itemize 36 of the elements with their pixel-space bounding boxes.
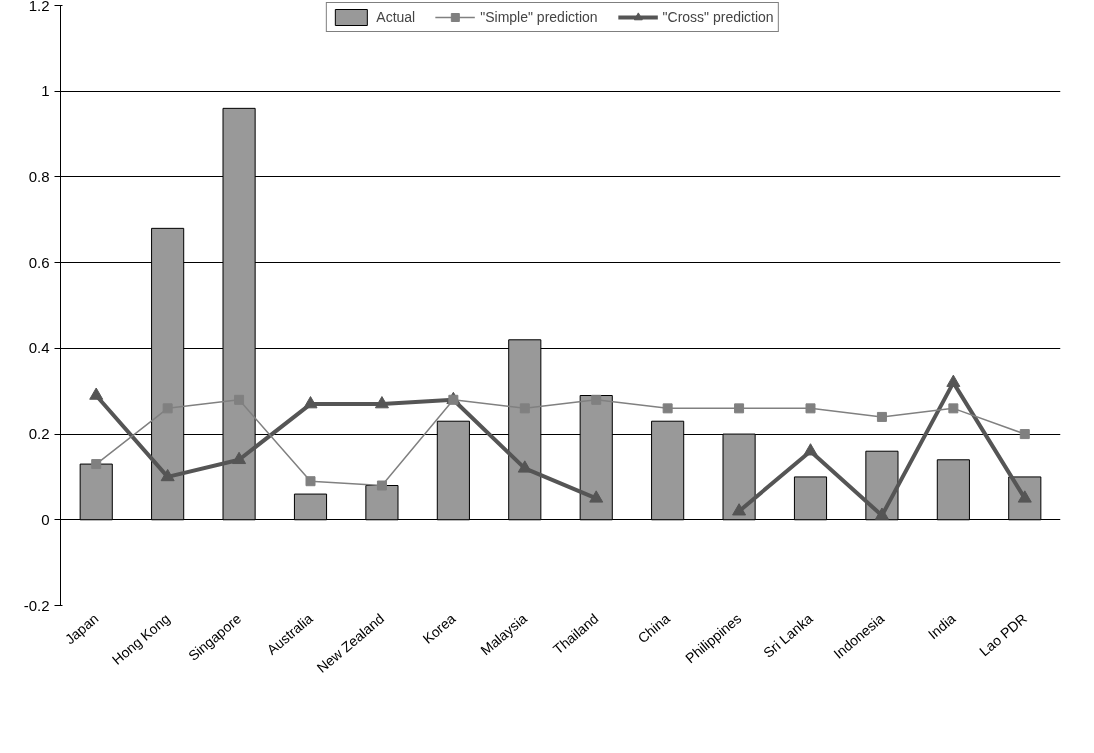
x-tick-label: India bbox=[924, 610, 959, 643]
y-tick-label: 0.4 bbox=[28, 339, 50, 357]
point bbox=[734, 403, 745, 414]
point bbox=[519, 403, 530, 414]
legend-label: Actual bbox=[376, 8, 416, 25]
point bbox=[803, 443, 818, 456]
y-tick-label: 0.6 bbox=[28, 253, 50, 271]
point bbox=[232, 451, 247, 465]
point bbox=[162, 403, 173, 414]
point bbox=[589, 490, 604, 503]
y-tick-label: 0 bbox=[41, 510, 50, 528]
point bbox=[234, 394, 245, 405]
point bbox=[946, 374, 961, 387]
legend-label: "Cross" prediction bbox=[662, 8, 774, 25]
y-tick-label: 1 bbox=[41, 82, 50, 100]
point bbox=[591, 394, 602, 405]
y-tick-label: 0.8 bbox=[28, 167, 50, 185]
point bbox=[732, 503, 747, 516]
point bbox=[517, 460, 532, 473]
point bbox=[89, 387, 104, 400]
point bbox=[948, 403, 959, 414]
point bbox=[376, 480, 387, 491]
y-tick-label: 0.2 bbox=[28, 425, 50, 443]
point bbox=[305, 476, 316, 487]
point bbox=[374, 396, 389, 409]
legend-label: "Simple" prediction bbox=[480, 8, 598, 25]
point bbox=[874, 507, 889, 520]
point bbox=[303, 396, 318, 409]
point bbox=[662, 403, 673, 414]
point bbox=[91, 459, 102, 470]
y-tick-label: 1.2 bbox=[28, 0, 50, 14]
point bbox=[876, 411, 887, 422]
y-tick-label: -0.2 bbox=[23, 596, 50, 614]
point bbox=[1019, 429, 1030, 440]
point bbox=[160, 468, 175, 482]
point bbox=[805, 403, 816, 414]
